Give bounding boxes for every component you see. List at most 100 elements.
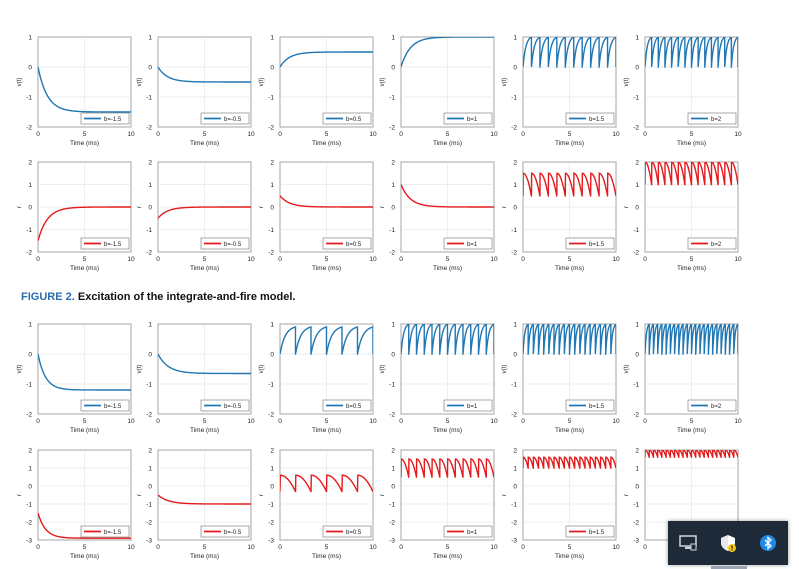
x-tick-label: 10 (369, 256, 377, 263)
y-axis-label: r (624, 206, 630, 208)
y-tick-label: 0 (635, 352, 639, 359)
legend: b=1.5 (565, 525, 615, 538)
x-tick-label: 10 (612, 131, 620, 138)
legend-box (80, 399, 130, 412)
y-tick-label: 2 (513, 448, 517, 455)
legend-box (565, 525, 615, 538)
x-tick-label: 0 (156, 256, 160, 263)
x-tick-label: 0 (399, 131, 403, 138)
legend: b=-0.5 (200, 237, 250, 250)
x-tick-label: 10 (127, 256, 135, 263)
series-line (401, 184, 494, 208)
y-tick-label: 0 (513, 352, 517, 359)
legend: b=1.5 (565, 112, 615, 125)
series-line (523, 324, 616, 355)
shield-warning-icon[interactable] (717, 532, 739, 554)
y-tick-label: -1 (633, 382, 639, 389)
x-tick-label: 10 (127, 418, 135, 425)
legend-box (443, 525, 493, 538)
y-tick-label: -1 (511, 502, 517, 509)
x-tick-label: 10 (247, 544, 255, 551)
x-axis-label: Time (ms) (312, 553, 341, 560)
x-tick-label: 0 (36, 544, 40, 551)
y-tick-label: -2 (146, 125, 152, 132)
series-line (401, 37, 494, 68)
legend-box (200, 525, 250, 538)
x-tick-label: 10 (369, 418, 377, 425)
legend-label: b=2 (711, 242, 722, 248)
y-tick-label: 1 (391, 35, 395, 42)
x-tick-label: 0 (399, 418, 403, 425)
subplot-r-2: -3 -2 -1 0 1 2 0 5 10 r Time (ms) b=-0.5 (137, 448, 255, 561)
y-tick-label: -2 (268, 250, 274, 257)
y-tick-label: 0 (391, 205, 395, 212)
y-tick-label: -1 (511, 95, 517, 102)
y-tick-label: -2 (268, 125, 274, 132)
bluetooth-icon[interactable] (757, 532, 779, 554)
x-tick-label: 5 (446, 418, 450, 425)
x-tick-label: 10 (369, 131, 377, 138)
legend-label: b=-0.5 (224, 530, 242, 536)
y-axis-label: r (380, 206, 386, 208)
legend-label: b=2 (711, 404, 722, 410)
y-tick-label: 2 (391, 160, 395, 167)
legend: b=-1.5 (80, 399, 130, 412)
y-tick-label: 0 (391, 484, 395, 491)
y-tick-label: -2 (26, 520, 32, 527)
x-axis-label: Time (ms) (312, 427, 341, 434)
y-tick-label: 1 (513, 322, 517, 329)
y-tick-label: 2 (513, 160, 517, 167)
legend-box (200, 399, 250, 412)
x-tick-label: 10 (612, 544, 620, 551)
x-tick-label: 5 (446, 544, 450, 551)
y-tick-label: -1 (268, 502, 274, 509)
y-tick-label: 1 (28, 322, 32, 329)
x-tick-label: 5 (325, 544, 329, 551)
series-line (158, 206, 251, 219)
y-axis-label: v(t) (17, 365, 23, 374)
x-tick-label: 0 (643, 131, 647, 138)
legend-box (565, 399, 615, 412)
subplot-r-1: -3 -2 -1 0 1 2 0 5 10 r Time (ms) b=-1.5 (17, 448, 135, 561)
x-tick-label: 0 (521, 256, 525, 263)
legend-label: b=1.5 (589, 117, 605, 123)
monitor-icon[interactable] (677, 532, 699, 554)
y-tick-label: 0 (513, 205, 517, 212)
legend-box (80, 112, 130, 125)
y-tick-label: -1 (146, 227, 152, 234)
legend: b=2 (687, 112, 737, 125)
subplot-r-1: -2 -1 0 1 2 0 5 10 r Time (ms) b=-1.5 (17, 160, 135, 273)
x-tick-label: 5 (690, 131, 694, 138)
legend-box (322, 399, 372, 412)
legend-box (322, 525, 372, 538)
x-tick-label: 10 (490, 544, 498, 551)
x-tick-label: 5 (325, 256, 329, 263)
legend-label: b=1 (467, 117, 478, 123)
x-axis-label: Time (ms) (433, 553, 462, 560)
x-axis-label: Time (ms) (677, 265, 706, 272)
legend: b=2 (687, 399, 737, 412)
legend-box (687, 237, 737, 250)
legend: b=1 (443, 399, 493, 412)
series-line (38, 512, 131, 539)
y-tick-label: 1 (148, 466, 152, 473)
y-tick-label: -3 (389, 538, 395, 545)
x-tick-label: 10 (734, 131, 742, 138)
y-tick-label: -1 (146, 95, 152, 102)
y-tick-label: -3 (633, 538, 639, 545)
y-axis-label: r (502, 494, 508, 496)
y-tick-label: 1 (28, 466, 32, 473)
y-tick-label: -1 (26, 502, 32, 509)
y-tick-label: -1 (633, 227, 639, 234)
series-line (158, 66, 251, 83)
x-tick-label: 5 (203, 131, 207, 138)
y-tick-label: -2 (389, 520, 395, 527)
x-tick-label: 5 (446, 256, 450, 263)
y-tick-label: -1 (389, 382, 395, 389)
figure-caption: FIGURE 2. Excitation of the integrate-an… (21, 291, 295, 303)
subplot-r-6: -2 -1 0 1 2 0 5 10 r Time (ms) b=2 (624, 160, 742, 273)
